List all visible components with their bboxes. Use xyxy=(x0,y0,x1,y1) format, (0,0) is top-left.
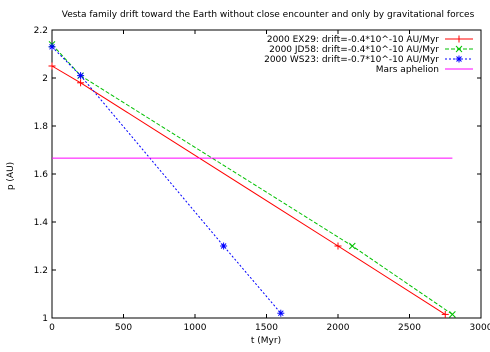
y-tick-label: 2.2 xyxy=(34,26,48,36)
x-tick-label: 500 xyxy=(115,323,132,333)
x-tick-label: 2000 xyxy=(327,323,350,333)
y-axis-label: p (AU) xyxy=(6,162,16,190)
data-point-marker xyxy=(277,310,284,317)
data-point-marker xyxy=(77,72,84,79)
data-point-marker xyxy=(348,242,356,250)
legend: 2000 EX29: drift=-0.4*10^-10 AU/Myr2000 … xyxy=(264,35,473,75)
y-tick-label: 2 xyxy=(42,74,48,84)
series-line xyxy=(51,44,453,315)
x-tick-label: 1000 xyxy=(184,323,207,333)
x-axis: 0 500 1000 1500 2000 2500 3000 xyxy=(49,30,490,333)
series-group xyxy=(48,62,449,318)
y-tick-label: 1.6 xyxy=(34,170,49,180)
x-tick-label: 3000 xyxy=(470,323,490,333)
data-point-marker xyxy=(455,45,463,53)
series-group xyxy=(48,41,456,318)
series-layer xyxy=(48,41,456,318)
data-point-marker xyxy=(220,243,227,249)
data-point-marker xyxy=(456,56,462,62)
y-tick-label: 1.2 xyxy=(34,266,48,276)
x-axis-label: t (Myr) xyxy=(251,336,281,346)
series-group xyxy=(48,43,285,317)
chart-title: Vesta family drift toward the Earth with… xyxy=(62,10,475,20)
series-line xyxy=(51,46,282,314)
y-tick-label: 1.4 xyxy=(34,218,49,228)
x-tick-label: 1500 xyxy=(255,323,278,333)
y-axis: 1 1.2 1.4 1.6 1.8 2 2.2 xyxy=(34,26,481,324)
y-tick-label: 1.8 xyxy=(34,122,49,132)
legend-label: Mars aphelion xyxy=(376,65,439,75)
series-line xyxy=(51,65,446,315)
y-tick-label: 1 xyxy=(42,314,48,324)
legend-label: 2000 JD58: drift=-0.4*10^-10 AU/Myr xyxy=(269,45,439,55)
x-tick-label: 2500 xyxy=(398,323,421,333)
legend-label: 2000 EX29: drift=-0.4*10^-10 AU/Myr xyxy=(267,35,439,45)
data-point-marker xyxy=(449,311,456,318)
x-tick-label: 0 xyxy=(49,323,55,333)
data-point-marker xyxy=(49,43,55,50)
legend-label: 2000 WS23: drift=-0.7*10^-10 AU/Myr xyxy=(264,55,439,65)
